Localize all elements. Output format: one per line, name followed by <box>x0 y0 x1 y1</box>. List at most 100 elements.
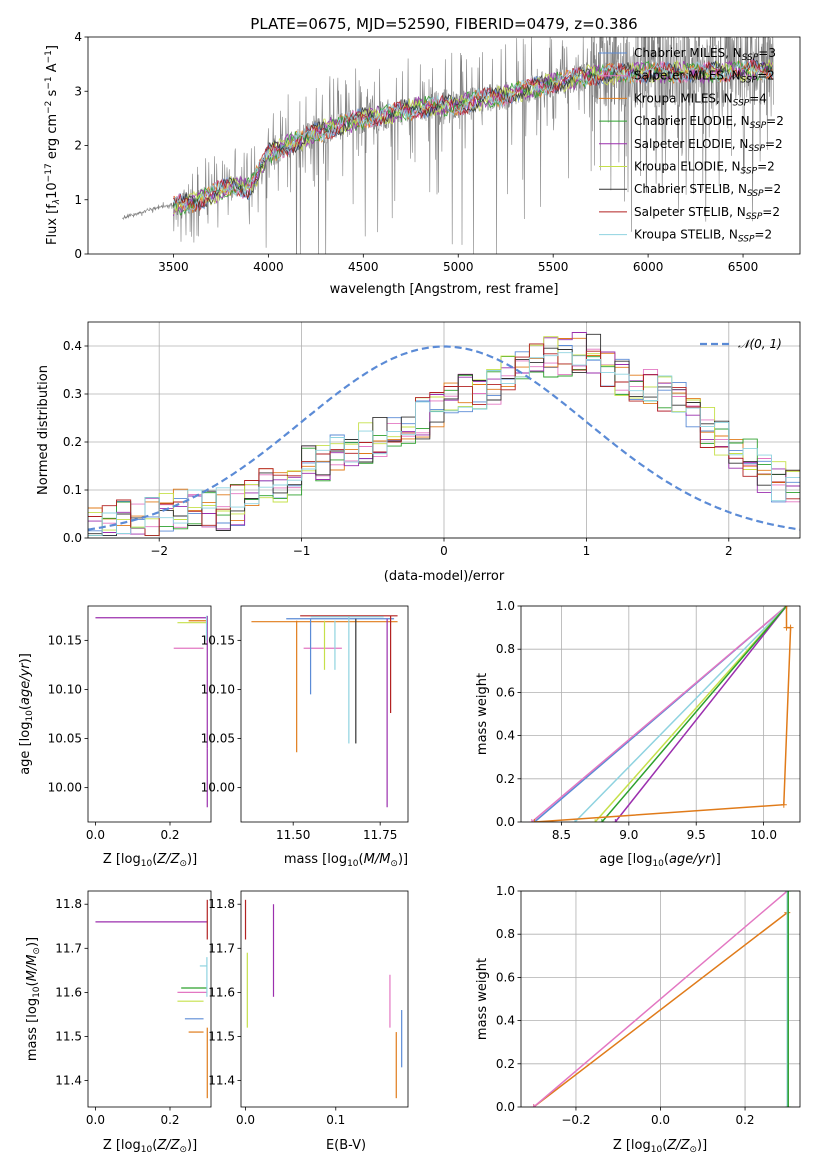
y-tick-label: 11.6 <box>55 985 82 999</box>
weight-marker <box>785 891 792 894</box>
weight-marker <box>530 1104 537 1107</box>
legend-label-gaussian: 𝒩(0, 1) <box>738 337 782 351</box>
y-tick-label: 10.15 <box>201 633 235 647</box>
y-tick-label: 0.6 <box>496 970 515 984</box>
panel-mass-vs-Z: 0.0 0.2 11.4 11.5 11.6 11.7 11.8 Z [log10(Z/Z⊙)… <box>25 890 212 1155</box>
y-tick-label: 11.8 <box>208 897 235 911</box>
x-tick-label: 11.75 <box>363 828 397 842</box>
y-tick-label: 10.00 <box>48 781 82 795</box>
plot-area <box>528 606 794 822</box>
weight-marker <box>528 819 535 822</box>
axes-frame <box>87 605 212 823</box>
legend-label: Chabrier ELODIE, NSSP=2 <box>634 114 784 131</box>
legend-label: Kroupa MILES, NSSP=4 <box>634 91 767 108</box>
x-tick-label: 0.2 <box>160 1113 179 1127</box>
y-tick-label: 10.15 <box>48 633 82 647</box>
panel-spectrum: 3500 4000 4500 5000 5500 6000 6500 0 1 2 3 4 Chabrie… <box>44 30 801 297</box>
weight-marker <box>531 819 538 822</box>
y-tick-label: 0.6 <box>496 685 515 699</box>
weight-marker <box>571 819 578 822</box>
weight-marker <box>784 891 791 894</box>
plot-area <box>244 899 403 1099</box>
y-tick-label: 1.0 <box>496 599 515 613</box>
y-axis-label: mass weight <box>475 958 490 1040</box>
y-tick-label: 11.8 <box>55 897 82 911</box>
y-tick-label: 10.05 <box>201 732 235 746</box>
axes-frame <box>240 605 409 823</box>
x-tick-label: 9.0 <box>619 828 638 842</box>
y-axis-label: age [log10(age/yr)] <box>18 653 35 775</box>
y-tick-label: 0.0 <box>63 531 82 545</box>
weight-marker <box>598 819 605 822</box>
model-line-9 <box>173 60 774 213</box>
legend-label: Kroupa STELIB, NSSP=2 <box>634 228 772 245</box>
panel-mass-vs-EBV: 0.0 0.1 11.4 11.5 11.6 11.7 11.8 E(B-V) <box>208 890 409 1153</box>
x-tick-label: 4500 <box>348 260 379 274</box>
x-axis-label: wavelength [Angstrom, rest frame] <box>330 282 559 297</box>
x-axis-label: E(B-V) <box>326 1138 366 1153</box>
plot-area <box>530 891 792 1107</box>
plot-area <box>251 615 398 808</box>
y-tick-label: 11.5 <box>55 1029 82 1043</box>
y-axis-label: mass [log10(M/M⊙)] <box>25 937 42 1061</box>
model-line-8 <box>173 58 774 213</box>
y-tick-label: 0.4 <box>496 1014 515 1028</box>
y-tick-label: 10.10 <box>48 682 82 696</box>
y-tick-label: 11.4 <box>55 1074 82 1088</box>
plot-area <box>95 615 208 808</box>
y-axis-label: Normed distribution <box>36 365 51 495</box>
x-axis-label: Z [log10(Z/Z⊙)] <box>613 1138 707 1155</box>
y-tick-label: 11.4 <box>208 1074 235 1088</box>
legend-label: Chabrier MILES, NSSP=3 <box>634 46 776 63</box>
y-tick-label: 3 <box>74 84 82 98</box>
x-tick-label: 8.5 <box>552 828 571 842</box>
x-axis-label: age [log10(age/yr)] <box>599 852 721 869</box>
y-tick-label: 10.10 <box>201 682 235 696</box>
x-tick-label: 0.0 <box>86 828 105 842</box>
histogram-step-8 <box>88 343 800 537</box>
x-tick-label: 0.2 <box>160 828 179 842</box>
y-tick-label: 0 <box>74 247 82 261</box>
x-tick-label: 5500 <box>538 260 569 274</box>
y-axis-label: mass weight <box>475 673 490 755</box>
weight-marker <box>783 606 790 609</box>
y-tick-label: 0.2 <box>496 1057 515 1071</box>
x-axis-label: mass [log10(M/M⊙)] <box>284 852 408 869</box>
weight-marker <box>784 1104 791 1107</box>
panel-weight-vs-Z: −0.2 0.0 0.2 0.0 0.2 0.4 0.6 0.8 1.0 Z [log10(Z/Z… <box>475 884 801 1155</box>
x-tick-label: 10.0 <box>750 828 777 842</box>
weight-line-5 <box>614 606 788 822</box>
weight-marker <box>592 819 599 822</box>
plot-area <box>88 332 800 537</box>
x-tick-label: 0.2 <box>735 1113 754 1127</box>
y-tick-label: 0.3 <box>63 387 82 401</box>
weight-marker <box>780 801 787 808</box>
y-tick-label: 0.0 <box>496 1100 515 1114</box>
y-tick-label: 1.0 <box>496 884 515 898</box>
y-tick-label: 10.00 <box>201 781 235 795</box>
weight-line-2 <box>533 891 788 1107</box>
y-tick-label: 0.8 <box>496 642 515 656</box>
x-tick-label: 0.0 <box>236 1113 255 1127</box>
axes-frame <box>87 890 212 1108</box>
panel-age-vs-Z: 0.0 0.2 10.00 10.05 10.10 10.15 Z [log10(Z/Z⊙)… <box>18 605 212 869</box>
figure-title: PLATE=0675, MJD=52590, FIBERID=0479, z=0… <box>250 15 637 33</box>
x-tick-label: 1 <box>583 544 591 558</box>
x-tick-label: 2 <box>725 544 733 558</box>
legend-label: Salpeter ELODIE, NSSP=2 <box>634 137 783 154</box>
x-tick-label: 0.1 <box>326 1113 345 1127</box>
y-tick-label: 11.5 <box>208 1029 235 1043</box>
y-tick-label: 0.4 <box>496 729 515 743</box>
axes-frame <box>240 890 409 1108</box>
x-tick-label: 0.0 <box>651 1113 670 1127</box>
y-tick-label: 0.4 <box>63 339 82 353</box>
legend-label: Chabrier STELIB, NSSP=2 <box>634 182 781 199</box>
panel-age-vs-mass: 11.50 11.75 10.00 10.05 10.10 10.15 mass [log1… <box>201 605 409 869</box>
weight-line-2 <box>531 606 787 822</box>
x-axis-label: (data-model)/error <box>384 569 505 584</box>
y-tick-label: 0.2 <box>63 435 82 449</box>
panel-residual-histogram: −2 −1 0 1 2 0.0 0.1 0.2 0.3 0.4 𝒩(0, 1) (data-model… <box>36 321 801 584</box>
y-tick-label: 1 <box>74 193 82 207</box>
x-tick-label: −2 <box>150 544 168 558</box>
